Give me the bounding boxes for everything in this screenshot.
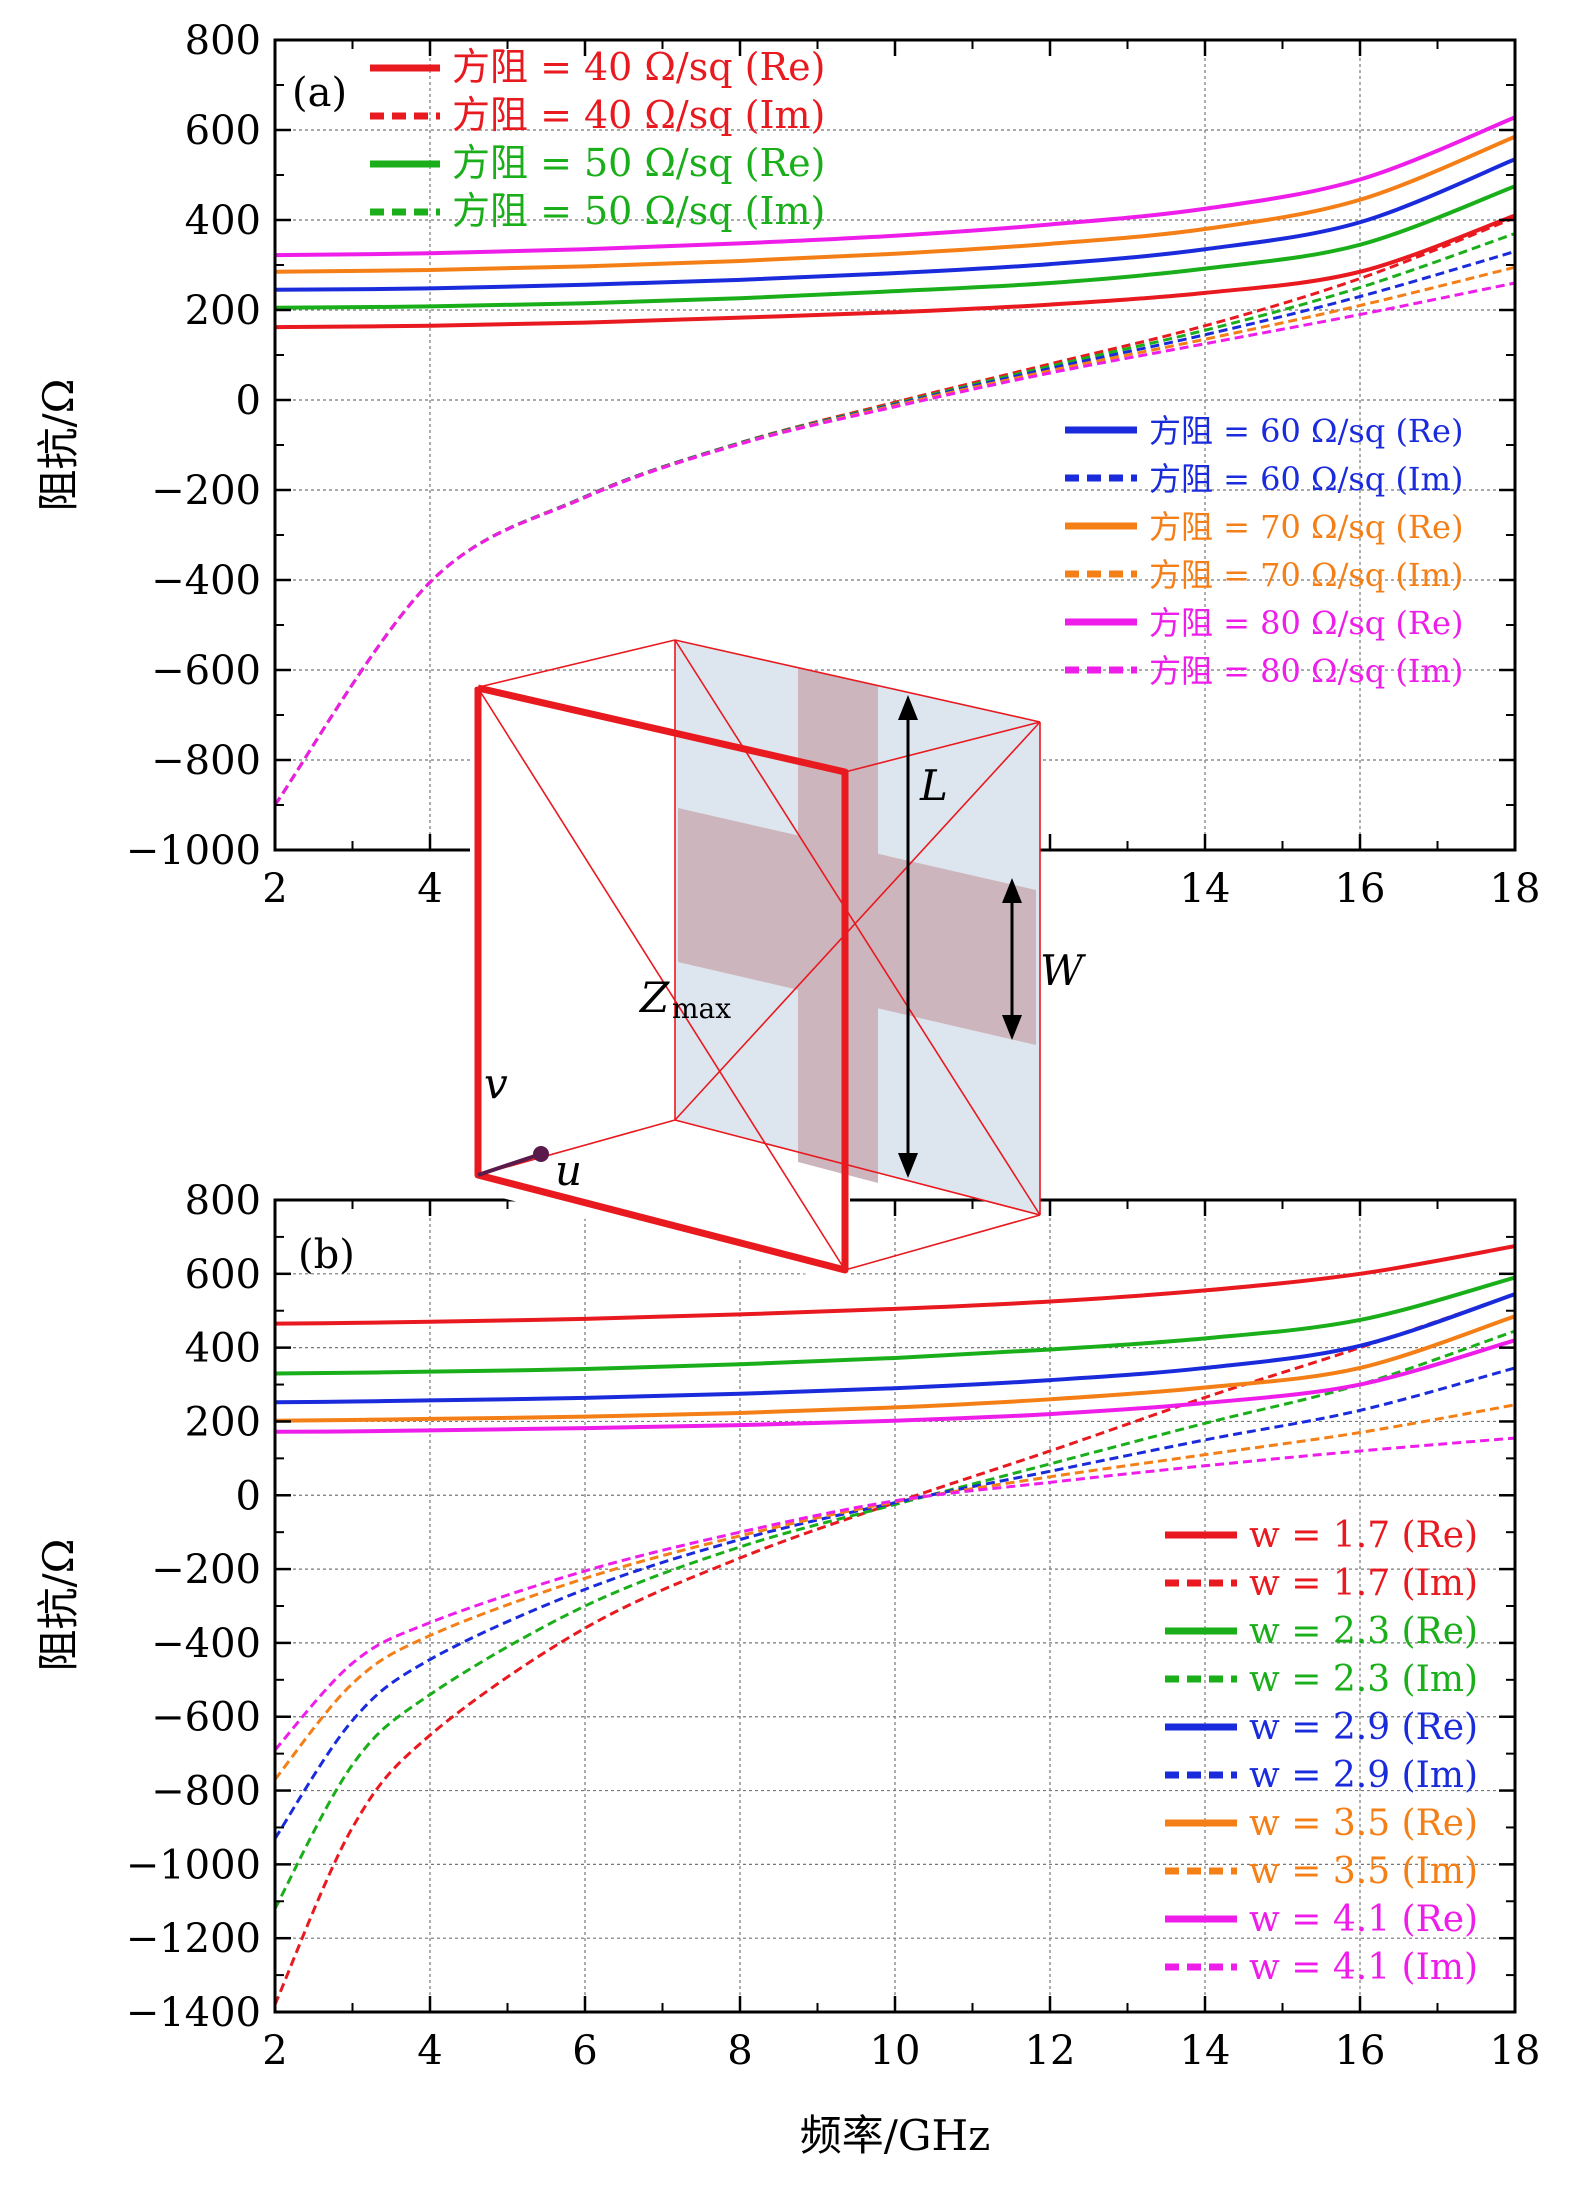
y-tick-label: −400 — [151, 1621, 261, 1667]
port-u-arrow — [477, 1146, 549, 1177]
label-v: v — [484, 1059, 508, 1108]
y-tick-label: 600 — [185, 1252, 261, 1298]
x-tick-label: 14 — [1180, 866, 1231, 912]
y-tick-label: 400 — [185, 198, 261, 244]
series-line — [275, 1292, 1515, 1405]
y-tick-label: −200 — [151, 1547, 261, 1593]
series-line — [275, 1403, 1515, 1781]
series-line — [275, 1436, 1515, 1751]
y-tick-label: −800 — [151, 738, 261, 784]
label-W: W — [1040, 946, 1087, 995]
legend-label: 方阻 = 40 Ω/sq (Im) — [452, 93, 825, 137]
legend-label: w = 2.3 (Re) — [1249, 1611, 1478, 1652]
legend-label: w = 2.9 (Im) — [1249, 1755, 1478, 1796]
y-tick-label: −1400 — [126, 1990, 261, 2036]
series-line — [275, 1338, 1515, 1434]
y-tick-label: 0 — [236, 1473, 261, 1519]
label-Z-subscript: max — [672, 992, 731, 1025]
legend-label: 方阻 = 80 Ω/sq (Re) — [1149, 604, 1463, 642]
series-line — [275, 1314, 1515, 1423]
series-line — [275, 134, 1515, 274]
legend-label: w = 4.1 (Re) — [1249, 1899, 1478, 1940]
series-line — [275, 1244, 1515, 1326]
series-line — [275, 184, 1515, 310]
legend-label: w = 3.5 (Im) — [1249, 1851, 1478, 1892]
y-tick-label: −800 — [151, 1769, 261, 1815]
plot-frame-b — [273, 1198, 1517, 2014]
y-tick-label: 600 — [185, 108, 261, 154]
label-Z: Z — [638, 973, 670, 1022]
y-tick-label: 200 — [185, 1399, 261, 1445]
legend-a-right: 方阻 = 60 Ω/sq (Re) 方阻 = 60 Ω/sq (Im) 方阻 = 7… — [1065, 412, 1463, 690]
y-tick-label: −200 — [151, 468, 261, 514]
series-lines-b — [275, 1244, 1515, 2006]
y-tick-label: −600 — [151, 648, 261, 694]
x-tick-label: 16 — [1335, 2028, 1386, 2074]
x-tick-label: 12 — [1025, 2028, 1076, 2074]
label-u: u — [555, 1146, 582, 1195]
legend-label: 方阻 = 60 Ω/sq (Im) — [1149, 460, 1463, 498]
legend-label: w = 4.1 (Im) — [1249, 1947, 1478, 1988]
legend-label: w = 2.3 (Im) — [1249, 1659, 1478, 1700]
x-tick-label: 16 — [1335, 866, 1386, 912]
y-tick-label: 200 — [185, 288, 261, 334]
legend-label: w = 3.5 (Re) — [1249, 1803, 1478, 1844]
x-tick-label: 6 — [572, 2028, 597, 2074]
series-line — [275, 157, 1515, 292]
dimension-arrow-L — [898, 695, 918, 1178]
y-axis-label-a: 阻抗/Ω — [34, 379, 83, 512]
y-tick-label: 800 — [185, 18, 261, 64]
series-line — [275, 1275, 1515, 1376]
y-tick-label: −1000 — [126, 828, 261, 874]
y-tick-label: 0 — [236, 378, 261, 424]
x-tick-label: 14 — [1180, 2028, 1231, 2074]
x-tick-label: 2 — [262, 866, 287, 912]
x-tick-label: 18 — [1490, 866, 1541, 912]
x-tick-label: 10 — [870, 2028, 921, 2074]
series-line — [275, 213, 1515, 330]
legend-label: 方阻 = 60 Ω/sq (Re) — [1149, 412, 1463, 450]
x-tick-label: 2 — [262, 2028, 287, 2074]
legend-label: 方阻 = 50 Ω/sq (Im) — [452, 189, 825, 233]
series-line — [275, 1292, 1515, 2006]
legend-a-top: 方阻 = 40 Ω/sq (Re)方阻 = 40 Ω/sq (Im)方阻 = 5… — [370, 45, 825, 233]
chart-panel-a: −1000 −800 −600 −400 −200 0 200 400 600 800 2 4 14 16… — [126, 18, 1541, 912]
legend-label: w = 1.7 (Re) — [1249, 1515, 1478, 1556]
series-line — [275, 1329, 1515, 1910]
y-tick-label: 400 — [185, 1326, 261, 1372]
x-tick-label: 8 — [727, 2028, 752, 2074]
legend-label: 方阻 = 80 Ω/sq (Im) — [1149, 652, 1463, 690]
x-tick-label: 4 — [417, 2028, 442, 2074]
x-tick-label: 18 — [1490, 2028, 1541, 2074]
dimension-arrow-W — [1002, 878, 1022, 1040]
series-line — [275, 281, 1515, 806]
axis-ticks-a: −1000 −800 −600 −400 −200 0 200 400 600 800 2 4 14 16… — [126, 18, 1541, 912]
chart-panel-b: −1400 −1200 −1000 −800 −600 −400 −200 0 200 400 60… — [126, 1178, 1541, 2074]
x-axis-label: 频率/GHz — [800, 2111, 990, 2160]
legend-b: w = 1.7 (Re) w = 1.7 (Im) w = 2.3 (Re) w = … — [1165, 1515, 1478, 1988]
y-tick-label: −1000 — [126, 1842, 261, 1888]
series-lines-a — [275, 115, 1515, 806]
x-tick-label: 4 — [417, 866, 442, 912]
legend-label: 方阻 = 40 Ω/sq (Re) — [452, 45, 825, 89]
y-tick-label: 800 — [185, 1178, 261, 1224]
series-line — [275, 1366, 1515, 1840]
panel-label-b: (b) — [298, 1232, 355, 1278]
front-frame — [474, 684, 849, 1274]
inset-background-b — [470, 1175, 850, 1285]
y-tick-label: −400 — [151, 558, 261, 604]
legend-label: w = 1.7 (Im) — [1249, 1563, 1478, 1604]
y-tick-label: −600 — [151, 1695, 261, 1741]
legend-label: 方阻 = 50 Ω/sq (Re) — [452, 141, 825, 185]
label-L: L — [919, 761, 948, 810]
legend-label: 方阻 = 70 Ω/sq (Re) — [1149, 508, 1463, 546]
unit-cell-diagram: L W Z max v u — [470, 639, 1087, 1285]
legend-label: w = 2.9 (Re) — [1249, 1707, 1478, 1748]
panel-label-a: (a) — [292, 70, 347, 116]
series-line — [275, 115, 1515, 258]
legend-label: 方阻 = 70 Ω/sq (Im) — [1149, 556, 1463, 594]
y-axis-label-b: 阻抗/Ω — [34, 1539, 83, 1672]
y-tick-label: −1200 — [126, 1916, 261, 1962]
